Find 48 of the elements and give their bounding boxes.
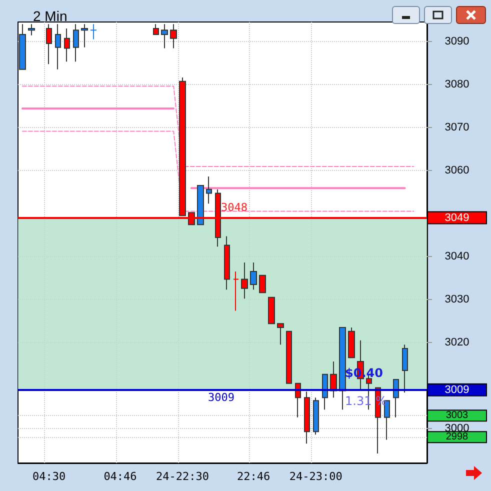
y-tick-label: 3003: [446, 410, 469, 422]
candlestick: [268, 296, 275, 324]
candlestick: [81, 24, 88, 48]
y-tick-label: 3009: [444, 384, 470, 396]
y-tick-label: 3049: [444, 212, 470, 224]
ref-line-label: 3009: [208, 390, 234, 404]
y-tick-label: 3030: [444, 294, 470, 306]
candlestick: [90, 24, 97, 40]
candlestick: [153, 24, 159, 35]
candlestick: [64, 28, 70, 62]
x-tick-label: 04:46: [104, 470, 137, 483]
candlestick: [28, 24, 35, 36]
candlestick: [170, 24, 177, 49]
candlestick: [19, 24, 26, 70]
candlestick: [286, 330, 292, 384]
candlestick: [402, 344, 408, 393]
candlestick: [339, 326, 346, 410]
candlestick: [55, 24, 61, 70]
candlestick: [250, 262, 257, 290]
candlestick: [206, 176, 212, 204]
x-tick-label: 22:46: [237, 470, 270, 483]
y-tick-label: 3040: [444, 250, 470, 262]
candlestick: [161, 24, 168, 49]
x-tick-label: 04:30: [32, 470, 66, 483]
x-tick-label: 24-22:30: [156, 470, 209, 483]
candlestick: [304, 391, 310, 444]
candlestick: [322, 374, 328, 410]
x-tick-label: 24-23:00: [289, 470, 342, 483]
candlestick: [313, 397, 319, 436]
candlestick: [277, 323, 284, 346]
y-tick-label: 2998: [446, 432, 469, 443]
y-tick-label: 3070: [444, 121, 470, 134]
candlestick: [46, 24, 52, 65]
y-tick-label: 3060: [444, 164, 470, 176]
candlestick: [330, 360, 337, 398]
annotation: 3048: [221, 201, 248, 214]
candlestick: [393, 379, 399, 418]
y-tick-label: 3080: [444, 78, 470, 90]
candlestick: [73, 24, 79, 62]
y-tick-label: 3020: [444, 336, 470, 349]
candlestick: [224, 236, 230, 290]
y-tick-label: 3090: [444, 35, 470, 48]
chart-title: 2 Min: [33, 8, 68, 24]
candlestick: [241, 262, 248, 300]
candlestick: [197, 184, 204, 226]
candlestick: [233, 271, 239, 312]
candlestick: [259, 274, 266, 294]
candlestick: [348, 326, 355, 358]
